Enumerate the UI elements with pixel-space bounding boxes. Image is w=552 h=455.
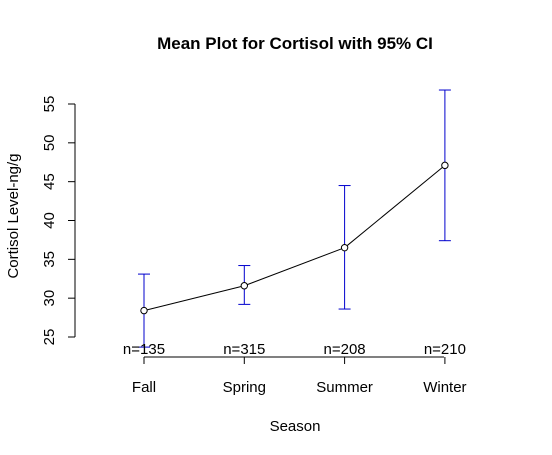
y-tick-label: 30 xyxy=(41,290,58,307)
y-tick-label: 50 xyxy=(41,134,58,151)
y-axis-label: Cortisol Level-ng/g xyxy=(5,153,22,278)
y-axis-ticks: 25 30 35 40 45 50 55 xyxy=(41,96,75,346)
y-tick-label: 35 xyxy=(41,251,58,268)
sample-size-labels: n=135 n=315 n=208 n=210 xyxy=(123,341,466,358)
chart-title: Mean Plot for Cortisol with 95% CI xyxy=(157,34,433,53)
x-axis-label: Season xyxy=(270,418,321,435)
x-tick-label: Winter xyxy=(423,379,466,396)
mean-line xyxy=(143,164,446,312)
x-tick-label: Spring xyxy=(223,379,266,396)
x-axis-ticks: Fall Spring Summer Winter xyxy=(132,357,467,396)
mean-line-segment xyxy=(344,164,446,249)
x-tick-label: Fall xyxy=(132,379,156,396)
mean-point xyxy=(441,161,449,170)
sample-size-label: n=210 xyxy=(424,341,466,358)
sample-size-label: n=315 xyxy=(223,341,265,358)
mean-point xyxy=(240,282,249,290)
mean-point xyxy=(340,243,349,252)
confidence-intervals xyxy=(138,89,451,348)
y-tick-label: 40 xyxy=(41,212,58,229)
sample-size-label: n=208 xyxy=(324,341,366,358)
y-tick-label: 55 xyxy=(41,96,58,113)
mean-points xyxy=(140,161,449,315)
sample-size-label: n=135 xyxy=(123,341,165,358)
y-tick-label: 45 xyxy=(41,173,58,190)
mean-line-segment xyxy=(244,247,345,287)
mean-line-segment xyxy=(143,285,245,312)
mean-point xyxy=(140,306,148,315)
y-tick-label: 25 xyxy=(41,329,58,346)
x-tick-label: Summer xyxy=(316,379,373,396)
